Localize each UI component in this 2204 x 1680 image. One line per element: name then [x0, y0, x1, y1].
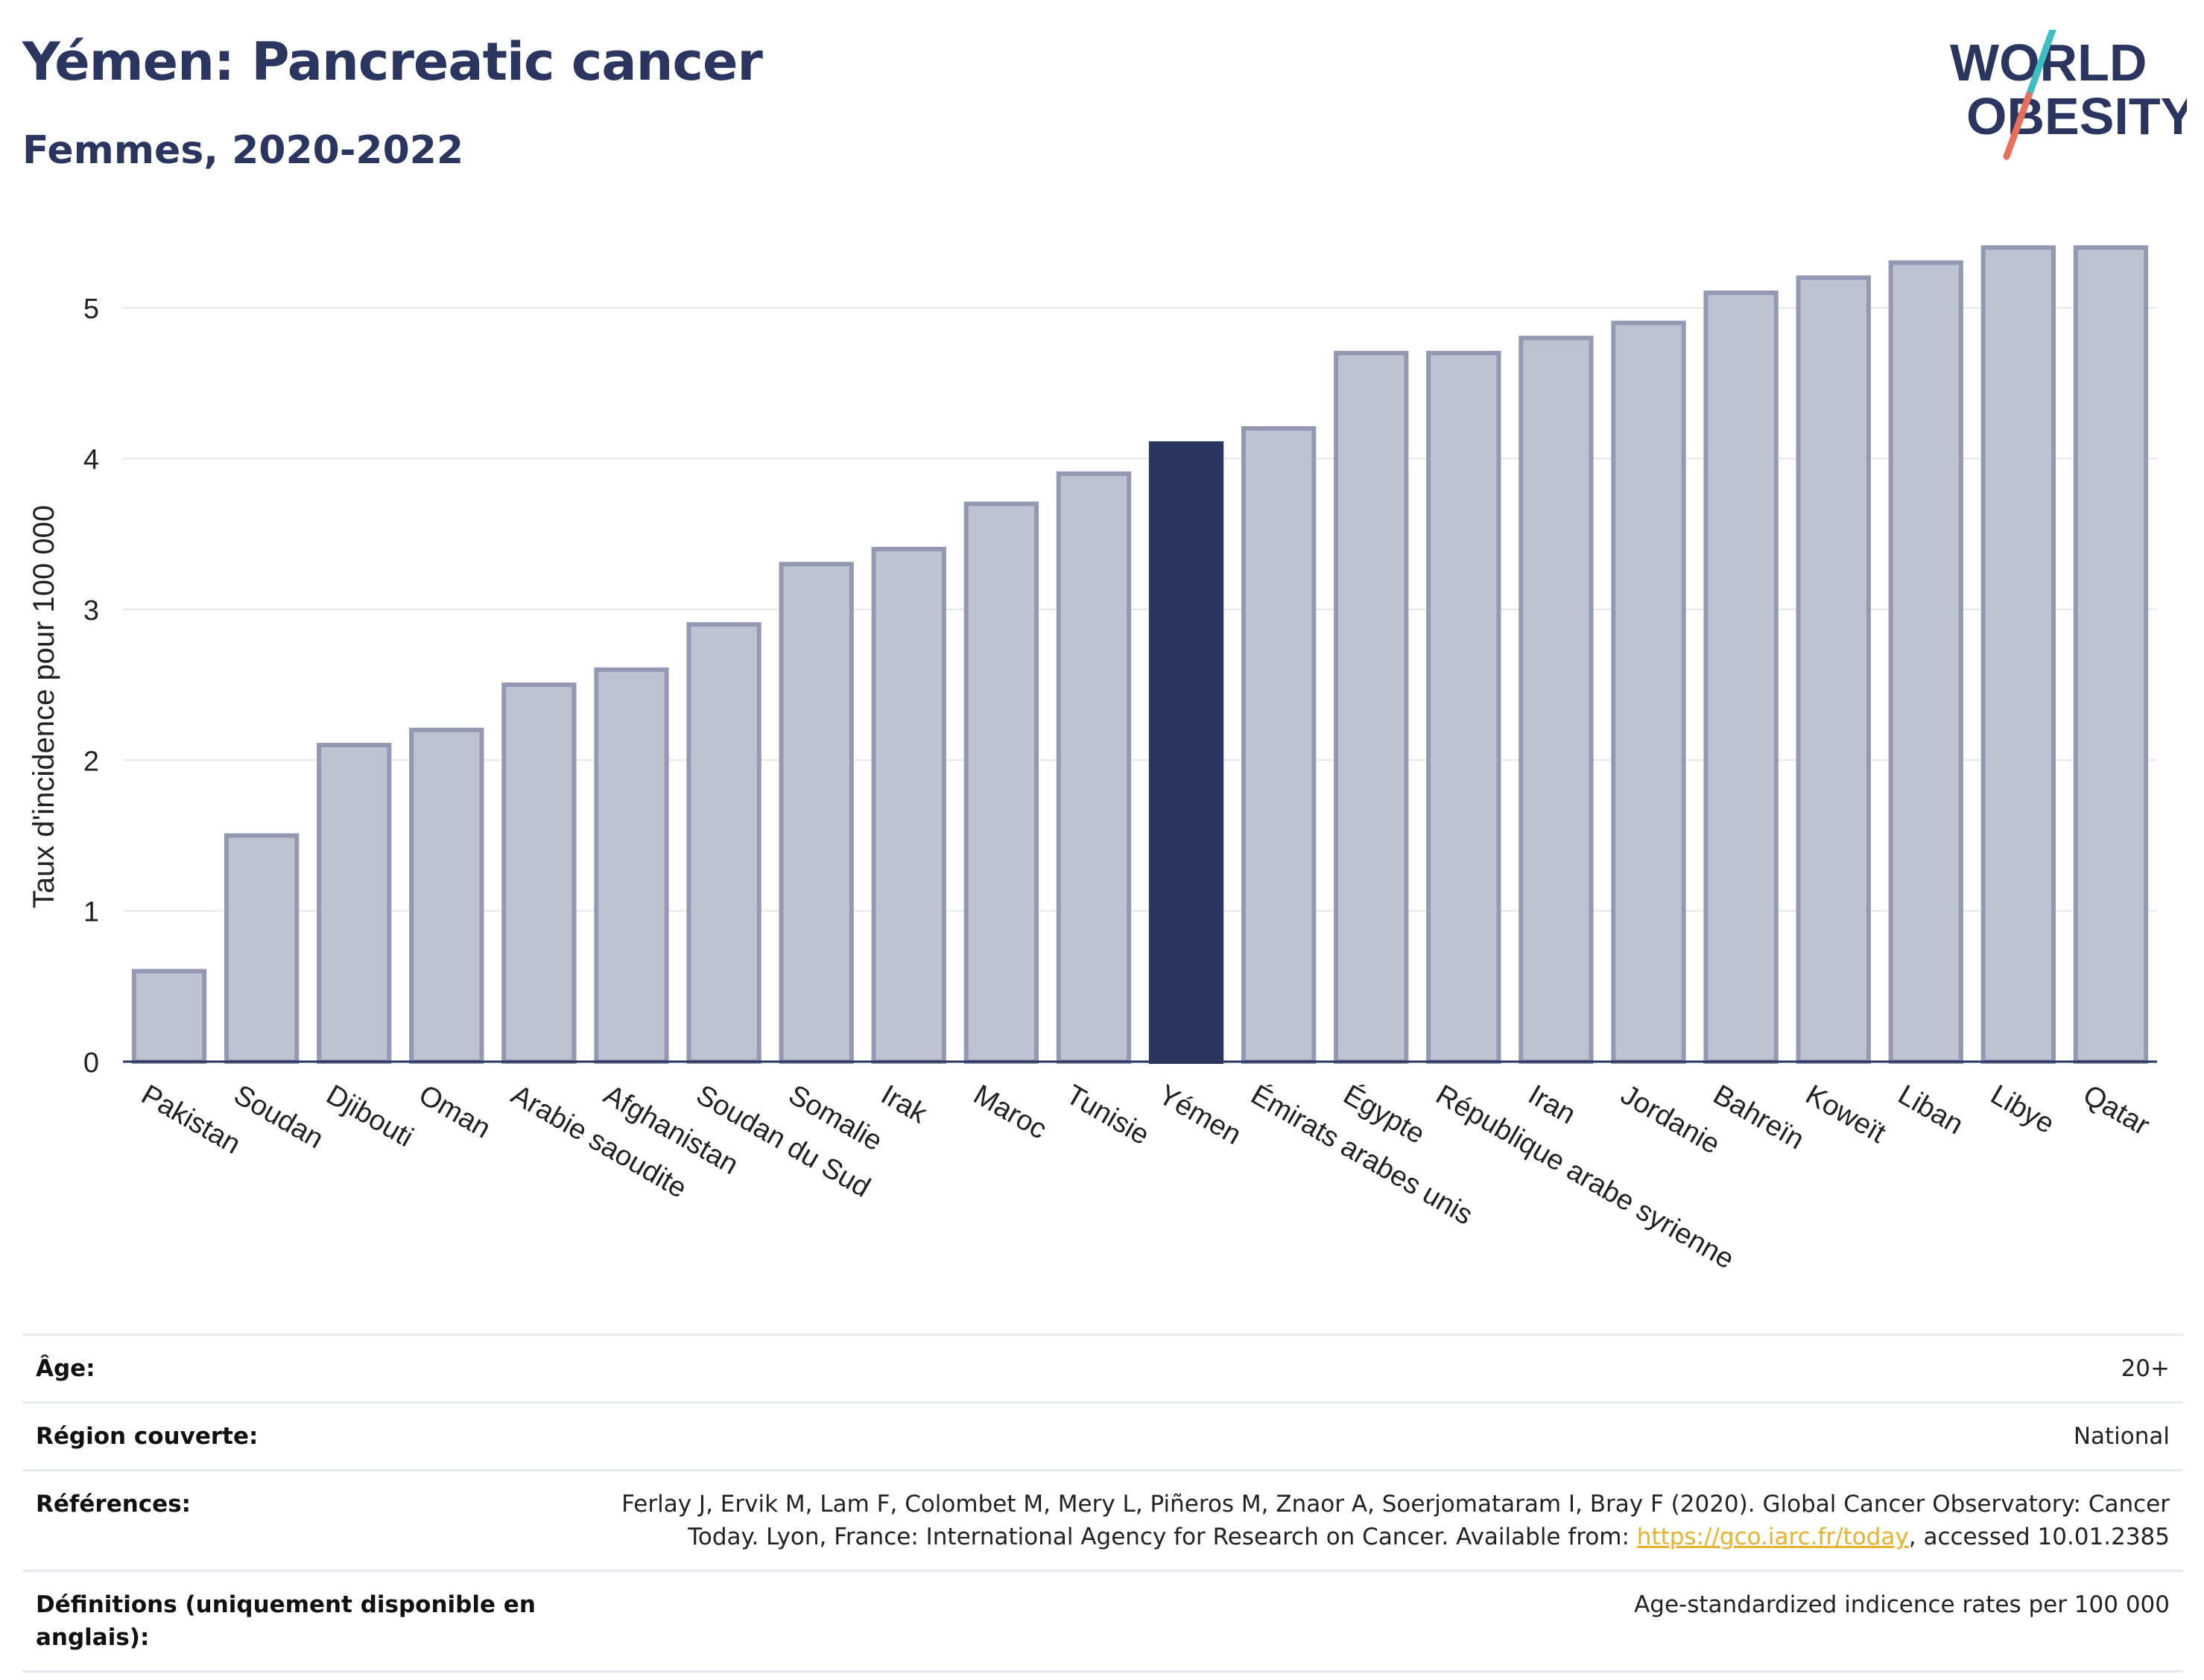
- meta-row-region: Région couverte: National: [22, 1401, 2183, 1469]
- bar-5: [594, 667, 669, 1064]
- bar-6: [686, 622, 761, 1064]
- bar-21: [2073, 245, 2149, 1065]
- bar-12: [1241, 426, 1317, 1064]
- x-tick-label: Koweït: [1800, 1079, 1891, 1150]
- definitions-label: Définitions (uniquement disponible en an…: [36, 1591, 536, 1651]
- region-value: National: [2073, 1423, 2170, 1450]
- bar-4: [501, 682, 577, 1064]
- references-accessed: , accessed 10.01.2385: [1908, 1524, 2170, 1550]
- logo-slash-coral: [2003, 92, 2033, 160]
- bar-15: [1519, 335, 1594, 1064]
- y-tick-label: 1: [83, 897, 99, 928]
- bar-16: [1611, 320, 1686, 1065]
- region-label: Région couverte:: [36, 1423, 259, 1450]
- x-tick-label: Qatar: [2077, 1079, 2155, 1141]
- age-value: 20+: [2121, 1355, 2170, 1382]
- bar-8: [871, 546, 946, 1064]
- bar-7: [779, 562, 854, 1064]
- page-subtitle: Femmes, 2020-2022: [22, 128, 464, 173]
- bar-9: [963, 501, 1039, 1064]
- y-axis-label: Taux d'incidence pour 100 000: [28, 505, 60, 908]
- bar-3: [409, 727, 484, 1064]
- logo-line2: OBESITY: [1966, 87, 2187, 145]
- page-title: Yémen: Pancreatic cancer: [22, 31, 763, 92]
- bar-1: [224, 833, 300, 1065]
- x-tick-label: Bahreïn: [1708, 1079, 1809, 1156]
- y-tick-label: 0: [83, 1047, 99, 1079]
- meta-row-definitions: Définitions (uniquement disponible en an…: [22, 1570, 2183, 1673]
- x-tick-label: Liban: [1893, 1079, 1969, 1141]
- x-tick-label: Soudan: [229, 1079, 329, 1155]
- logo-slash-teal: [2025, 30, 2056, 99]
- bar-18: [1796, 275, 1871, 1064]
- x-tick-label: Oman: [414, 1079, 496, 1144]
- x-tick-label: Irak: [875, 1079, 933, 1130]
- bar-19: [1888, 260, 1963, 1064]
- y-tick-labels: 0 1 2 3 4 5: [83, 294, 99, 1079]
- metadata-table: Âge: 20+ Région couverte: National Référ…: [22, 1334, 2183, 1673]
- references-link[interactable]: https://gco.iarc.fr/today: [1636, 1524, 1909, 1550]
- x-tick-label: Djibouti: [321, 1079, 419, 1153]
- x-tick-label: Yémen: [1153, 1079, 1247, 1151]
- bar-10: [1056, 471, 1132, 1064]
- bar-11: [1148, 441, 1224, 1064]
- x-tick-label: Iran: [1523, 1079, 1581, 1130]
- y-tick-label: 5: [83, 294, 99, 325]
- bars: [131, 245, 2149, 1065]
- x-tick-label: Libye: [1985, 1079, 2059, 1140]
- world-obesity-logo: WORLD OBESITY: [1950, 30, 2187, 160]
- x-tick-label: Maroc: [968, 1079, 1051, 1145]
- x-tick-label: Jordanie: [1615, 1079, 1725, 1160]
- bar-20: [1980, 245, 2056, 1065]
- references-text: Ferlay J, Ervik M, Lam F, Colombet M, Me…: [621, 1491, 2170, 1550]
- bar-0: [131, 969, 207, 1064]
- x-tick-label: Tunisie: [1060, 1079, 1154, 1151]
- bar-2: [317, 743, 392, 1064]
- references-value: Ferlay J, Ervik M, Lam F, Colombet M, Me…: [568, 1488, 2170, 1553]
- bar-13: [1334, 350, 1409, 1064]
- references-label: Références:: [36, 1491, 191, 1518]
- meta-row-references: Références: Ferlay J, Ervik M, Lam F, Co…: [22, 1469, 2183, 1570]
- x-tick-label: République arabe syrienne: [1431, 1079, 1739, 1275]
- definitions-value: Age-standardized indicence rates per 100…: [1634, 1591, 2170, 1618]
- age-label: Âge:: [36, 1355, 95, 1382]
- y-tick-label: 2: [83, 746, 99, 777]
- meta-row-age: Âge: 20+: [22, 1334, 2183, 1401]
- y-tick-label: 3: [83, 595, 99, 627]
- bar-14: [1426, 350, 1501, 1064]
- bar-17: [1703, 290, 1779, 1065]
- y-tick-label: 4: [83, 445, 99, 476]
- x-tick-label: Pakistan: [136, 1079, 246, 1160]
